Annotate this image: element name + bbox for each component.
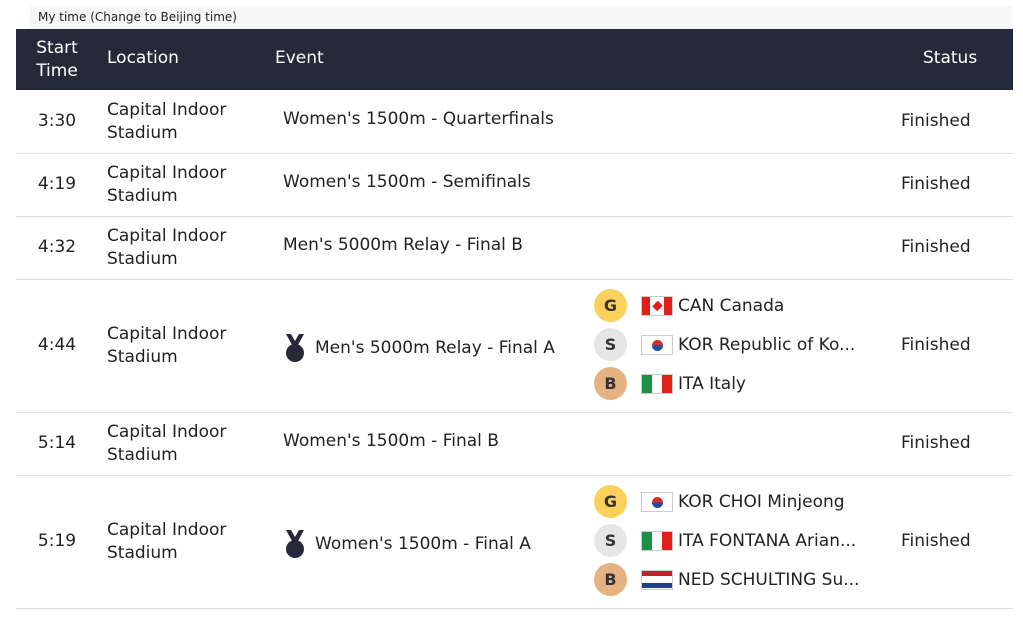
status: Finished (901, 432, 971, 453)
medal-icon (286, 529, 304, 558)
table-row: 4:44 Capital Indoor Stadium Men's 5000m … (16, 279, 1013, 413)
medal-badge: G (594, 485, 627, 518)
table-row: 4:19 Capital Indoor Stadium Women's 1500… (16, 153, 1013, 217)
table-header: Start Time Location Event Status (16, 29, 1013, 90)
table-row: 5:19 Capital Indoor Stadium Women's 1500… (16, 475, 1013, 609)
start-time: 4:32 (37, 236, 77, 257)
event-name: Women's 1500m - Semifinals (283, 171, 531, 192)
event-name: Women's 1500m - Final B (283, 430, 499, 451)
location: Capital Indoor Stadium (107, 323, 227, 367)
medal-result: S KOR Republic of Ko... (594, 325, 855, 364)
start-time: 5:19 (37, 530, 77, 551)
event[interactable]: Men's 5000m Relay - Final A (283, 333, 555, 363)
event-name: Men's 5000m Relay - Final A (315, 337, 555, 358)
event-name: Women's 1500m - Quarterfinals (283, 108, 554, 129)
table-row: 4:32 Capital Indoor Stadium Men's 5000m … (16, 216, 1013, 280)
start-time: 4:44 (37, 334, 77, 355)
table-row: 5:14 Capital Indoor Stadium Women's 1500… (16, 412, 1013, 476)
medal-winner: CAN Canada (678, 295, 785, 316)
header-status: Status (923, 48, 978, 68)
event-name: Men's 5000m Relay - Final B (283, 234, 523, 255)
medal-winner: KOR CHOI Minjeong (678, 491, 845, 512)
event[interactable]: Women's 1500m - Quarterfinals (283, 109, 554, 129)
location: Capital Indoor Stadium (107, 519, 227, 563)
start-time: 4:19 (37, 173, 77, 194)
location: Capital Indoor Stadium (107, 99, 227, 143)
event[interactable]: Women's 1500m - Semifinals (283, 172, 531, 192)
medal-winner: NED SCHULTING Su... (678, 569, 860, 590)
status: Finished (901, 530, 971, 551)
location: Capital Indoor Stadium (107, 162, 227, 206)
medal-result: S ITA FONTANA Arian... (594, 521, 856, 560)
medal-winner: ITA Italy (678, 373, 746, 394)
event[interactable]: Men's 5000m Relay - Final B (283, 235, 523, 255)
medal-winner: ITA FONTANA Arian... (678, 530, 857, 551)
medal-badge: B (594, 367, 627, 400)
status: Finished (901, 334, 971, 355)
canada-flag-icon (641, 295, 673, 316)
netherlands-flag-icon (641, 569, 673, 590)
korea-flag-icon (641, 334, 673, 355)
header-event: Event (275, 48, 324, 68)
medal-result: G CAN Canada (594, 286, 784, 325)
medal-badge: S (594, 328, 627, 361)
medal-result: B NED SCHULTING Su... (594, 560, 859, 599)
italy-flag-icon (641, 373, 673, 394)
start-time: 3:30 (37, 110, 77, 131)
start-time: 5:14 (37, 432, 77, 453)
italy-flag-icon (641, 530, 673, 551)
event[interactable]: Women's 1500m - Final B (283, 431, 499, 451)
status: Finished (901, 110, 971, 131)
location: Capital Indoor Stadium (107, 225, 227, 269)
medal-icon (286, 333, 304, 362)
korea-flag-icon (641, 491, 673, 512)
event-name: Women's 1500m - Final A (315, 533, 531, 554)
event[interactable]: Women's 1500m - Final A (283, 529, 531, 559)
status: Finished (901, 173, 971, 194)
header-location: Location (107, 48, 179, 68)
medal-result: B ITA Italy (594, 364, 746, 403)
medal-winner: KOR Republic of Ko... (678, 334, 856, 355)
table-row: 3:30 Capital Indoor Stadium Women's 1500… (16, 90, 1013, 154)
header-start-time: Start Time (36, 38, 78, 81)
status: Finished (901, 236, 971, 257)
time-zone-toggle[interactable]: My time (Change to Beijing time) (30, 6, 1013, 29)
medal-badge: B (594, 563, 627, 596)
medal-result: G KOR CHOI Minjeong (594, 482, 845, 521)
medal-badge: G (594, 289, 627, 322)
medal-badge: S (594, 524, 627, 557)
location: Capital Indoor Stadium (107, 421, 227, 465)
